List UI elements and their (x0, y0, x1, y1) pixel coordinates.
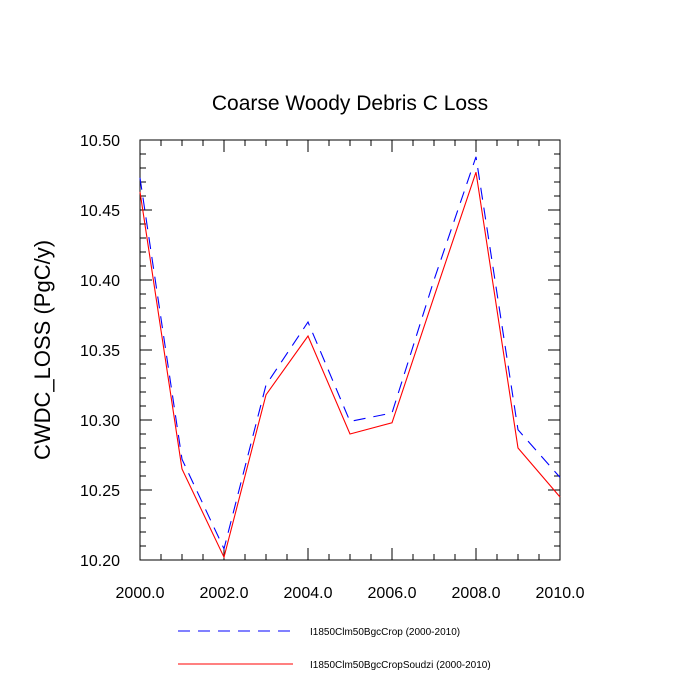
x-tick-label: 2000.0 (116, 585, 165, 602)
x-tick-label: 2008.0 (452, 585, 501, 602)
series-layer (139, 156, 561, 559)
chart-title: Coarse Woody Debris C Loss (212, 92, 488, 115)
ticks-layer: 2000.0 2002.0 2004.0 2006.0 2008.0 2010.0 10.2… (80, 133, 585, 602)
legend: I1850Clm50BgcCrop (2000-2010) I1850Clm50B… (178, 627, 491, 671)
plot-frame (139, 139, 561, 561)
y-tick-label: 10.25 (80, 483, 120, 500)
y-tick-label: 10.45 (80, 203, 120, 220)
y-tick-label: 10.20 (80, 553, 120, 570)
y-tick-label: 10.35 (80, 343, 120, 360)
x-tick-label: 2004.0 (284, 585, 333, 602)
series-line-1 (139, 156, 561, 551)
x-tick-label: 2006.0 (368, 585, 417, 602)
y-tick-label: 10.40 (80, 273, 120, 290)
y-tick-label: 10.30 (80, 413, 120, 430)
x-tick-label: 2010.0 (536, 585, 585, 602)
y-tick-label: 10.50 (80, 133, 120, 150)
legend-label-1: I1850Clm50BgcCrop (2000-2010) (310, 627, 460, 638)
series-line-2 (139, 172, 561, 559)
y-axis-label: CWDC_LOSS (PgC/y) (30, 240, 55, 460)
legend-label-2: I1850Clm50BgcCropSoudzi (2000-2010) (310, 660, 491, 671)
x-tick-label: 2002.0 (200, 585, 249, 602)
